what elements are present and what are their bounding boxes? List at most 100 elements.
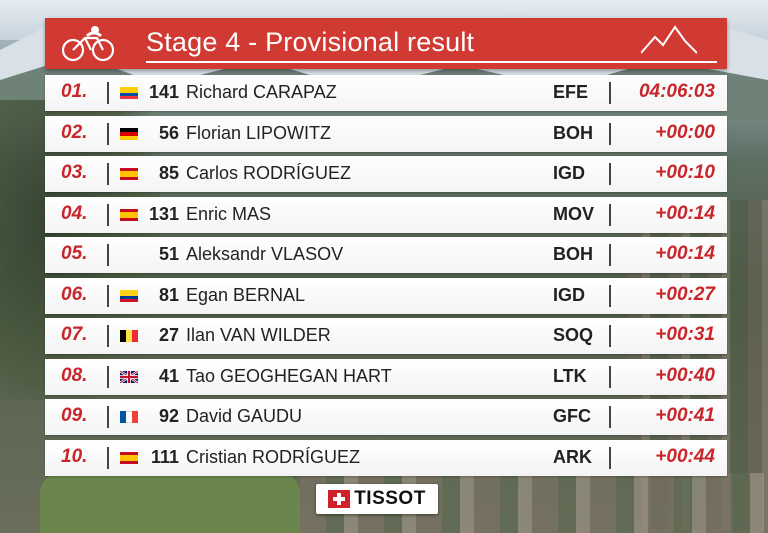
meadow	[40, 473, 300, 533]
time-gap: +00:00	[655, 121, 715, 143]
sponsor-logo: TISSOT	[316, 484, 438, 514]
divider	[609, 446, 611, 469]
position: 10.	[61, 445, 88, 467]
sponsor-name: TISSOT	[354, 488, 426, 509]
divider	[609, 163, 611, 185]
divider	[609, 325, 611, 347]
time-gap: +00:41	[655, 405, 715, 426]
bib-number: 51	[158, 244, 179, 264]
position: 04.	[61, 202, 88, 224]
rider-name: Carlos RODRÍGUEZ	[186, 163, 352, 183]
result-row: 04. 131 Enric MAS MOV +00:14	[45, 196, 727, 233]
time-gap: +00:10	[655, 162, 715, 183]
spain-flag-icon	[120, 451, 138, 464]
title-underline	[146, 61, 717, 63]
divider	[107, 325, 109, 347]
results-header: Stage 4 - Provisional result	[45, 18, 727, 69]
divider	[609, 82, 611, 104]
divider	[107, 446, 109, 469]
team-code: GFC	[553, 406, 591, 426]
divider	[609, 203, 611, 226]
colombia-flag-icon	[120, 289, 138, 302]
rider-name: Ilan VAN WILDER	[186, 325, 331, 345]
rider-name: Tao GEOGHEGAN HART	[186, 365, 392, 386]
divider	[107, 203, 109, 226]
divider	[107, 122, 109, 145]
time-gap: +00:40	[655, 364, 715, 386]
team-code: ARK	[553, 446, 592, 467]
position: 05.	[61, 243, 88, 264]
belgium-flag-icon	[120, 330, 138, 342]
team-code: IGD	[553, 284, 586, 305]
time-gap: +00:14	[655, 202, 715, 224]
mountain-peaks-icon	[641, 25, 697, 54]
time-gap: +00:27	[655, 283, 715, 305]
result-row: 01. 141 Richard CARAPAZ EFE 04:06:03	[45, 75, 727, 111]
results-panel: Stage 4 - Provisional result 01. 141 Ric…	[45, 18, 727, 480]
result-row: 03. 85 Carlos RODRÍGUEZ IGD +00:10	[45, 156, 727, 192]
position: 09.	[61, 405, 88, 426]
page-title: Stage 4 - Provisional result	[146, 27, 475, 57]
ecuador-flag-icon	[120, 87, 138, 99]
divider	[609, 284, 611, 307]
rider-name: David GAUDU	[186, 406, 303, 426]
time-gap: +00:31	[655, 324, 715, 345]
tissot-cross-icon	[328, 490, 351, 508]
team-code: IGD	[553, 163, 586, 183]
position: 02.	[61, 121, 88, 143]
divider	[609, 406, 611, 428]
time-gap: +00:44	[655, 445, 715, 467]
divider	[107, 163, 109, 185]
result-row: 06. 81 Egan BERNAL IGD +00:27	[45, 277, 727, 314]
france-flag-icon	[120, 411, 138, 423]
uk-flag-icon	[120, 370, 138, 383]
result-row: 05. 51 Aleksandr VLASOV BOH +00:14	[45, 237, 727, 273]
position: 08.	[61, 364, 88, 386]
team-code: EFE	[553, 82, 589, 102]
rider-name: Enric MAS	[186, 203, 272, 224]
divider	[609, 365, 611, 388]
bib-number: 92	[158, 406, 179, 426]
position: 03.	[61, 162, 88, 183]
team-code: BOH	[553, 122, 593, 143]
bib-number: 141	[148, 82, 179, 102]
divider	[107, 284, 109, 307]
position: 06.	[61, 283, 88, 305]
divider	[107, 82, 109, 104]
bib-number: 131	[148, 203, 179, 224]
team-code: BOH	[553, 244, 593, 264]
results-list: 01. 141 Richard CARAPAZ EFE 04:06:03 02.…	[45, 75, 727, 476]
bib-number: 81	[158, 284, 179, 305]
result-row: 10. 111 Cristian RODRÍGUEZ ARK +00:44	[45, 439, 727, 476]
result-row: 09. 92 David GAUDU GFC +00:41	[45, 399, 727, 435]
divider	[107, 365, 109, 388]
bib-number: 85	[158, 163, 179, 183]
divider	[609, 122, 611, 145]
germany-flag-icon	[120, 127, 138, 140]
bib-number: 41	[158, 365, 179, 386]
cyclist-logo-icon	[61, 26, 115, 62]
rider-name: Aleksandr VLASOV	[186, 244, 344, 264]
rider-name: Richard CARAPAZ	[186, 82, 337, 102]
divider	[107, 406, 109, 428]
result-row: 08. 41 Tao GEOGHEGAN HART LTK +00:40	[45, 358, 727, 395]
divider	[107, 244, 109, 266]
result-row: 02. 56 Florian LIPOWITZ BOH +00:00	[45, 115, 727, 152]
spain-flag-icon	[120, 168, 138, 180]
divider	[609, 244, 611, 266]
result-row: 07. 27 Ilan VAN WILDER SOQ +00:31	[45, 318, 727, 354]
time-gap: +00:14	[655, 243, 715, 264]
rider-name: Cristian RODRÍGUEZ	[186, 446, 361, 467]
team-code: MOV	[553, 203, 595, 224]
bib-number: 56	[158, 122, 179, 143]
rider-name: Egan BERNAL	[186, 284, 306, 305]
position: 01.	[61, 81, 88, 102]
position: 07.	[61, 324, 88, 345]
finish-time: 04:06:03	[638, 81, 715, 102]
team-code: SOQ	[553, 325, 594, 345]
bib-number: 111	[150, 446, 179, 467]
team-code: LTK	[553, 365, 587, 386]
bib-number: 27	[158, 325, 179, 345]
spain-flag-icon	[120, 208, 138, 221]
rider-name: Florian LIPOWITZ	[186, 122, 332, 143]
